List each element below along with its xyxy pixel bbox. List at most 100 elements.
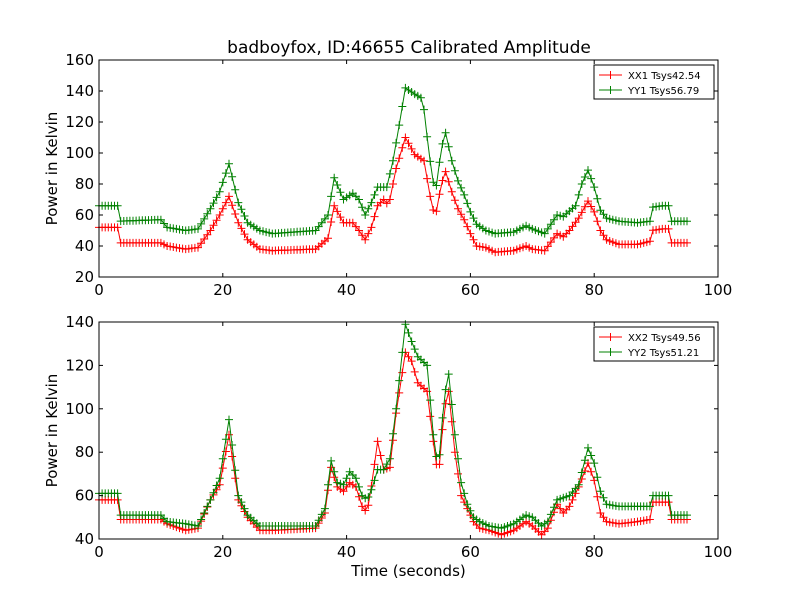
data-point	[577, 468, 586, 477]
data-point	[664, 201, 673, 210]
data-point	[231, 474, 240, 483]
x-tick-label: 0	[94, 281, 104, 299]
data-point	[664, 491, 673, 500]
data-point	[367, 485, 376, 494]
y-tick-label: 120	[65, 356, 94, 374]
y-tick-label: 120	[65, 113, 94, 131]
data-point	[215, 474, 224, 483]
data-point	[358, 502, 367, 511]
data-point	[447, 156, 456, 165]
data-point	[361, 506, 370, 515]
data-point	[351, 474, 360, 483]
data-point	[385, 454, 394, 463]
data-point	[444, 142, 453, 151]
data-point	[240, 212, 249, 220]
data-point	[228, 441, 237, 449]
data-point	[599, 513, 608, 522]
data-point	[438, 413, 447, 422]
plot-frame	[98, 59, 719, 278]
data-point	[550, 233, 558, 242]
x-tick-label: 100	[704, 543, 733, 561]
data-point	[200, 509, 209, 517]
chart-title: badboyfox, ID:46655 Calibrated Amplitude	[227, 38, 591, 58]
data-point	[200, 214, 209, 223]
data-point	[209, 199, 218, 208]
data-point	[683, 217, 691, 226]
data-point	[550, 215, 558, 224]
series-yy1	[95, 83, 691, 238]
y-axis-label: Power in Kelvin	[43, 374, 61, 488]
data-point	[364, 204, 373, 213]
legend: XX2 Tsys49.56 YY2 Tsys51.21	[593, 326, 715, 362]
data-point	[113, 489, 122, 498]
data-point	[212, 193, 221, 202]
data-point	[376, 451, 385, 460]
data-point	[221, 447, 230, 456]
data-point	[587, 467, 596, 476]
data-point	[435, 450, 444, 459]
data-point	[450, 196, 459, 205]
data-point	[590, 459, 599, 468]
data-point	[206, 226, 215, 235]
data-point	[221, 169, 230, 178]
data-point	[355, 482, 363, 491]
data-point	[457, 210, 466, 219]
data-point	[324, 211, 332, 219]
legend-label: YY1 Tsys56.79	[627, 86, 699, 97]
data-point	[587, 202, 596, 211]
data-point	[423, 361, 432, 370]
data-point	[361, 235, 370, 244]
data-point	[324, 480, 332, 489]
data-point	[543, 242, 552, 251]
data-point	[314, 516, 323, 525]
data-point	[466, 229, 475, 238]
data-point	[593, 217, 602, 226]
data-point	[324, 234, 332, 243]
data-point	[197, 239, 206, 248]
data-point	[330, 173, 339, 182]
series-xx1	[95, 133, 691, 257]
y-tick-label: 80	[75, 443, 94, 461]
y-tick-label: 60	[75, 487, 94, 505]
x-tick-label: 20	[213, 281, 232, 299]
data-point	[645, 515, 654, 524]
data-point	[435, 190, 444, 199]
data-point	[221, 435, 230, 444]
data-point	[599, 493, 608, 502]
data-point	[228, 201, 237, 210]
data-point	[416, 93, 425, 102]
legend-box	[593, 64, 715, 100]
data-point	[546, 238, 555, 247]
data-point	[392, 138, 401, 147]
data-point	[234, 218, 243, 227]
data-point	[231, 185, 240, 194]
data-point	[382, 460, 391, 469]
data-point	[457, 183, 466, 192]
data-point	[355, 195, 363, 204]
data-point	[389, 429, 397, 438]
data-point	[206, 204, 215, 213]
x-tick-label: 40	[337, 281, 356, 299]
data-point	[231, 210, 240, 218]
data-point	[395, 388, 404, 397]
data-point	[577, 208, 586, 217]
data-point	[593, 492, 602, 501]
data-point	[398, 143, 407, 152]
data-point	[580, 456, 589, 465]
data-point	[645, 502, 654, 511]
data-point	[546, 220, 555, 229]
x-tick-label: 100	[704, 281, 733, 299]
legend-box	[593, 326, 715, 362]
data-point	[404, 352, 413, 361]
data-point	[460, 489, 469, 498]
data-point	[395, 376, 404, 385]
data-point	[389, 156, 397, 165]
data-point	[215, 211, 224, 219]
legend-marker	[606, 333, 615, 341]
data-point	[596, 226, 605, 235]
data-point	[441, 128, 450, 137]
data-point	[370, 190, 379, 199]
